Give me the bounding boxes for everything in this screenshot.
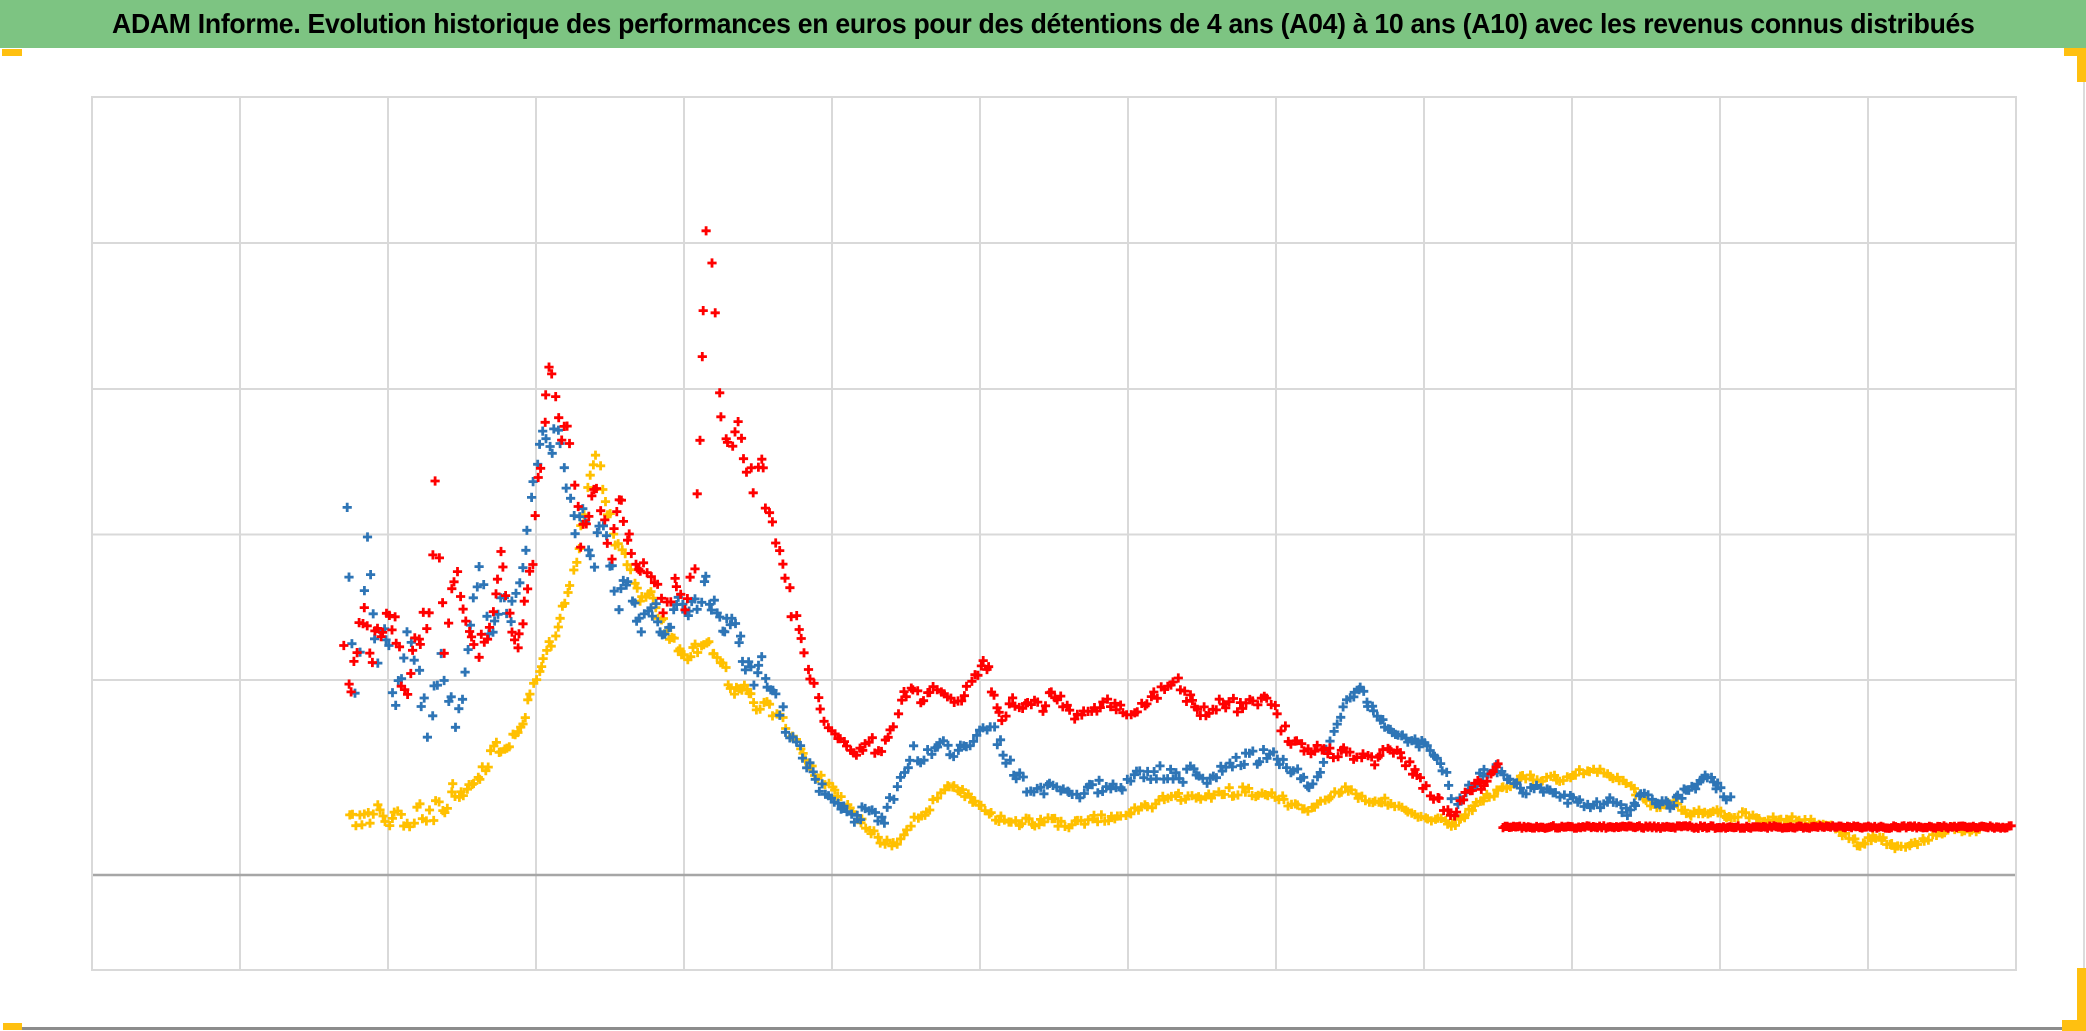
page-title: ADAM Informe. Evolution historique des p… xyxy=(111,8,1975,39)
corner-mark-top-left xyxy=(2,49,22,56)
corner-mark-top-right-horizontal xyxy=(2064,48,2086,56)
corner-mark-bottom-right-horizontal xyxy=(2062,1020,2086,1031)
series-blue-markers xyxy=(342,424,1736,828)
series-red-markers xyxy=(339,226,2016,833)
bottom-rule xyxy=(22,1027,2062,1030)
title-bar: ADAM Informe. Evolution historique des p… xyxy=(0,0,2086,48)
corner-mark-bottom-left xyxy=(3,1023,22,1030)
series-yellow-markers xyxy=(345,450,1984,854)
corner-mark-top-right-vertical xyxy=(2077,48,2086,82)
corner-mark-bottom-right-vertical xyxy=(2077,968,2086,1031)
right-edge-line xyxy=(2083,48,2085,1031)
